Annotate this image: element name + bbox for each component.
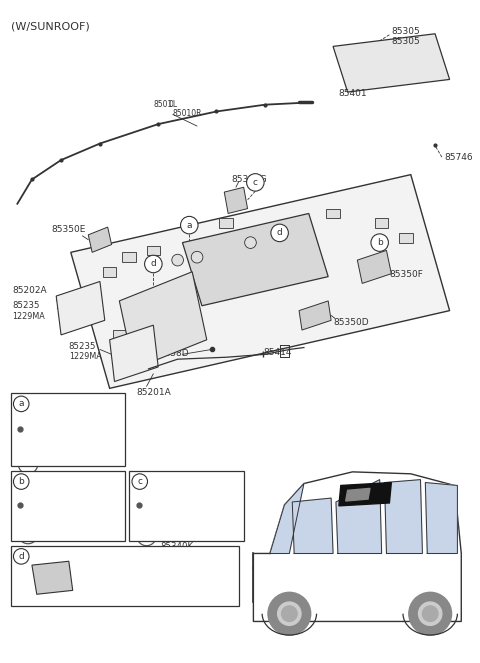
Text: 85399: 85399 (34, 425, 61, 434)
Text: 1229MA: 1229MA (12, 312, 45, 321)
Polygon shape (32, 562, 72, 594)
Text: 92890A: 92890A (131, 579, 164, 587)
Text: 85340B: 85340B (160, 531, 193, 540)
Polygon shape (346, 489, 370, 501)
Circle shape (268, 592, 311, 635)
Text: b: b (377, 238, 383, 247)
Polygon shape (88, 227, 111, 253)
Bar (399, 233, 413, 243)
Circle shape (132, 474, 147, 489)
Circle shape (247, 174, 264, 191)
Polygon shape (120, 272, 207, 369)
Polygon shape (384, 479, 422, 554)
Circle shape (282, 606, 297, 621)
Text: 85858D: 85858D (153, 349, 189, 359)
Text: 85202A: 85202A (12, 286, 47, 295)
Bar (112, 330, 126, 339)
Text: 85399: 85399 (14, 489, 43, 499)
Text: 85746: 85746 (445, 153, 473, 162)
Text: 1229MA: 1229MA (69, 353, 102, 361)
Circle shape (172, 255, 183, 266)
Polygon shape (109, 325, 158, 381)
Text: 85201A: 85201A (137, 389, 171, 397)
Text: a: a (187, 221, 192, 229)
Polygon shape (292, 498, 333, 554)
Polygon shape (224, 187, 248, 213)
Circle shape (13, 548, 29, 564)
Circle shape (245, 237, 256, 249)
Polygon shape (336, 479, 382, 554)
Text: 85350F: 85350F (389, 270, 423, 279)
Text: 85340A: 85340A (42, 443, 75, 452)
Text: (W/SUNROOF): (W/SUNROOF) (11, 21, 89, 31)
Text: 85414: 85414 (263, 347, 292, 357)
Circle shape (180, 216, 198, 234)
Bar (103, 267, 117, 276)
Polygon shape (333, 34, 450, 92)
Text: a: a (19, 399, 24, 408)
Text: 85350D: 85350D (333, 318, 369, 328)
Circle shape (409, 592, 452, 635)
Bar (137, 320, 150, 330)
Text: 85401: 85401 (338, 89, 367, 98)
Text: 85399: 85399 (133, 489, 162, 499)
Text: 85340A: 85340A (42, 516, 75, 526)
Text: 91630: 91630 (273, 243, 301, 252)
Circle shape (419, 602, 442, 625)
Text: d: d (18, 552, 24, 561)
Text: 85340A: 85340A (160, 516, 193, 526)
Text: 8501: 8501 (153, 100, 173, 109)
Circle shape (13, 474, 29, 489)
Text: 85010R: 85010R (173, 109, 202, 117)
Bar (11, 546, 239, 606)
Polygon shape (253, 538, 461, 621)
Bar (129, 471, 244, 541)
Text: c: c (253, 178, 258, 187)
Polygon shape (182, 213, 328, 306)
Text: 85340J: 85340J (42, 530, 72, 539)
Text: d: d (150, 259, 156, 269)
Bar (146, 245, 160, 255)
Circle shape (371, 234, 388, 251)
Text: 85350E: 85350E (51, 225, 86, 234)
Text: 85350M: 85350M (42, 471, 77, 480)
Polygon shape (270, 472, 461, 554)
Circle shape (422, 606, 438, 621)
Circle shape (144, 255, 162, 272)
Text: 85305: 85305 (391, 36, 420, 46)
Bar (219, 218, 233, 228)
Bar (11, 471, 125, 541)
Text: d: d (277, 228, 283, 237)
Circle shape (271, 224, 288, 241)
Text: 85235: 85235 (69, 341, 96, 351)
Text: 85340K: 85340K (160, 542, 193, 551)
Bar (122, 253, 136, 262)
Text: b: b (18, 477, 24, 486)
Polygon shape (357, 251, 391, 283)
Text: 18641E: 18641E (77, 569, 109, 578)
Polygon shape (56, 282, 105, 335)
Circle shape (13, 396, 29, 412)
Polygon shape (71, 174, 450, 389)
Bar (11, 393, 125, 466)
Text: 85399: 85399 (152, 501, 180, 510)
Bar (375, 218, 388, 228)
Polygon shape (299, 301, 331, 330)
Bar (326, 209, 340, 218)
Text: 85399: 85399 (34, 501, 61, 510)
Text: 85235: 85235 (12, 301, 40, 310)
Text: 85399: 85399 (14, 412, 43, 420)
Text: 0L: 0L (169, 100, 178, 109)
Text: 85350G: 85350G (231, 174, 267, 184)
Polygon shape (425, 483, 457, 554)
Polygon shape (339, 483, 391, 506)
Polygon shape (270, 483, 304, 554)
Circle shape (278, 602, 301, 625)
Text: c: c (137, 477, 142, 486)
Text: 85350L: 85350L (42, 460, 74, 469)
Text: 85305: 85305 (391, 27, 420, 36)
Circle shape (191, 251, 203, 263)
